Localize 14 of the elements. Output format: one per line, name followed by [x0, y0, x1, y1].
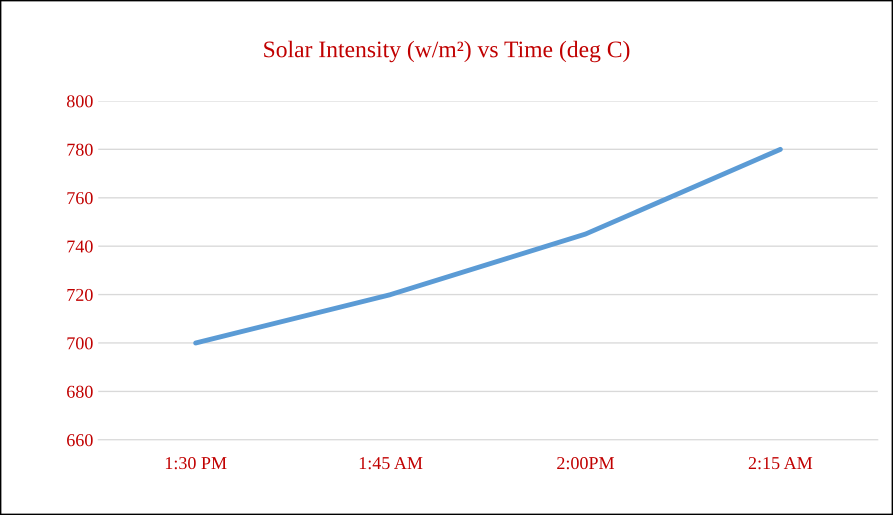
y-tick-label: 680: [67, 386, 93, 398]
line-series: [193, 146, 783, 346]
y-tick-label: 660: [67, 434, 93, 446]
x-tick-label: 1:45 AM: [360, 457, 422, 470]
x-tick-label: 2:00PM: [557, 457, 614, 470]
y-tick-label: 760: [67, 192, 93, 204]
chart-title: Solar Intensity (w/m²) vs Time (deg C): [264, 40, 630, 62]
x-tick-label: 1:30 PM: [166, 457, 227, 470]
y-tick-label: 740: [67, 240, 93, 253]
x-tick-label: 2:15 AM: [748, 457, 812, 470]
y-tick-label: 800: [66, 95, 93, 108]
y-tick-label: 700: [67, 337, 93, 350]
y-tick-label: 780: [67, 144, 93, 156]
y-tick-label: 720: [67, 288, 93, 302]
